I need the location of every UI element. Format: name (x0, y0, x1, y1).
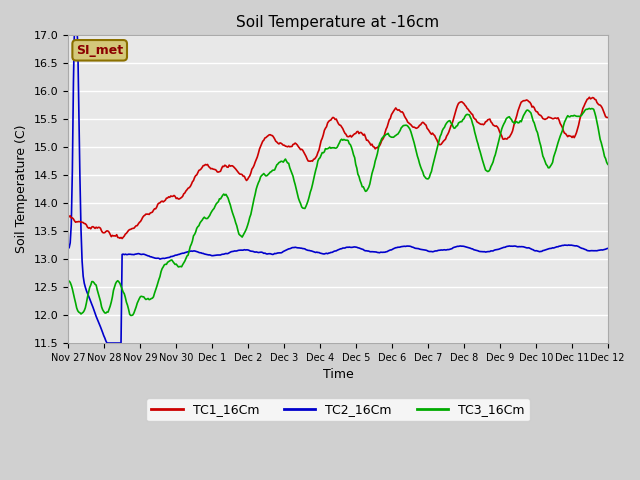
TC1_16Cm (322, 125, 330, 131)
TC1_16Cm (508, 131, 515, 136)
Legend: TC1_16Cm, TC2_16Cm, TC3_16Cm: TC1_16Cm, TC2_16Cm, TC3_16Cm (147, 398, 529, 421)
TC3_16Cm (127, 312, 134, 318)
TC3_16Cm (586, 106, 593, 111)
TC3_16Cm (593, 119, 601, 125)
Text: SI_met: SI_met (76, 44, 124, 57)
TC3_16Cm (64, 278, 72, 284)
TC1_16Cm (118, 236, 126, 241)
TC2_16Cm (358, 246, 366, 252)
TC3_16Cm (322, 146, 330, 152)
TC2_16Cm (604, 245, 612, 251)
TC3_16Cm (325, 145, 333, 151)
Title: Soil Temperature at -16cm: Soil Temperature at -16cm (236, 15, 440, 30)
TC3_16Cm (604, 161, 612, 167)
TC3_16Cm (387, 134, 394, 140)
Y-axis label: Soil Temperature (C): Soil Temperature (C) (15, 125, 28, 253)
X-axis label: Time: Time (323, 368, 353, 381)
TC2_16Cm (70, 21, 78, 27)
TC3_16Cm (357, 180, 365, 186)
TC2_16Cm (509, 243, 516, 249)
Line: TC3_16Cm: TC3_16Cm (68, 108, 608, 315)
TC1_16Cm (325, 119, 333, 124)
TC1_16Cm (586, 95, 593, 100)
Line: TC1_16Cm: TC1_16Cm (68, 97, 608, 239)
TC1_16Cm (604, 115, 612, 120)
TC2_16Cm (103, 340, 111, 346)
TC1_16Cm (357, 130, 365, 135)
TC2_16Cm (326, 250, 333, 256)
TC2_16Cm (593, 248, 601, 253)
TC3_16Cm (508, 117, 515, 122)
TC2_16Cm (64, 245, 72, 251)
TC1_16Cm (387, 116, 394, 121)
Line: TC2_16Cm: TC2_16Cm (68, 24, 608, 343)
TC2_16Cm (388, 247, 396, 253)
TC1_16Cm (593, 100, 601, 106)
TC2_16Cm (323, 251, 330, 256)
TC1_16Cm (64, 215, 72, 221)
